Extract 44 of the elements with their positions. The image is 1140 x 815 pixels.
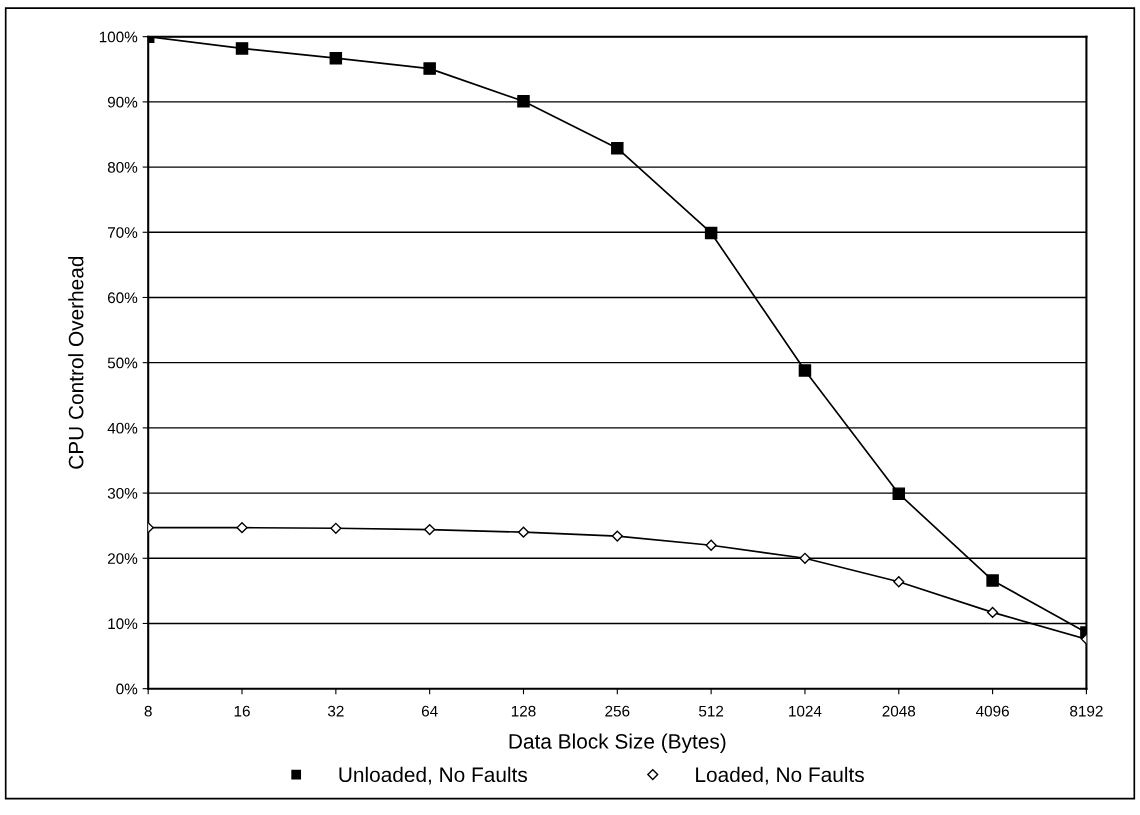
legend-label: Loaded, No Faults bbox=[696, 766, 864, 785]
x-tick-label: 1024 bbox=[789, 705, 822, 717]
point bbox=[986, 606, 999, 618]
y-tick-label: 90% bbox=[107, 96, 138, 108]
y-tick-label: 100% bbox=[99, 31, 138, 43]
y-tick-label: 30% bbox=[107, 487, 138, 499]
x-axis-title: Data Block Size (Bytes) bbox=[509, 733, 726, 753]
point bbox=[424, 523, 436, 536]
x-tick-label: 128 bbox=[511, 705, 536, 717]
y-tick-label: 40% bbox=[107, 422, 138, 434]
point bbox=[330, 522, 342, 534]
y-tick-label: 50% bbox=[107, 357, 138, 369]
point bbox=[611, 530, 623, 542]
point bbox=[329, 51, 343, 65]
y-axis-title: CPU Control Overhead bbox=[68, 256, 84, 469]
point bbox=[705, 539, 717, 551]
y-tick-label: 10% bbox=[108, 618, 138, 630]
point bbox=[423, 62, 436, 75]
y-tick-label: 80% bbox=[107, 161, 138, 173]
point bbox=[704, 226, 718, 240]
x-tick-label: 4096 bbox=[975, 705, 1009, 717]
y-tick-label: 60% bbox=[107, 292, 138, 304]
x-tick-label: 512 bbox=[699, 705, 724, 717]
point bbox=[893, 576, 905, 588]
point bbox=[235, 42, 249, 55]
x-tick-label: 256 bbox=[605, 705, 630, 717]
point bbox=[798, 364, 812, 377]
point bbox=[611, 141, 624, 155]
point bbox=[799, 552, 811, 564]
y-tick-label: 20% bbox=[107, 553, 138, 564]
x-tick-label: 16 bbox=[234, 705, 250, 717]
x-tick-label: 64 bbox=[421, 705, 438, 717]
x-tick-label: 32 bbox=[327, 705, 344, 717]
x-tick-label: 8192 bbox=[1070, 705, 1103, 717]
legend-label: Unloaded, No Faults bbox=[339, 766, 528, 785]
point bbox=[986, 574, 999, 587]
x-tick-label: 2048 bbox=[882, 705, 916, 717]
y-tick-label: 70% bbox=[107, 227, 138, 238]
y-tick-label: 0% bbox=[116, 683, 138, 695]
point bbox=[892, 487, 906, 500]
point bbox=[236, 522, 248, 534]
point bbox=[517, 94, 530, 108]
x-tick-label: 8 bbox=[144, 705, 152, 717]
point bbox=[517, 526, 530, 538]
